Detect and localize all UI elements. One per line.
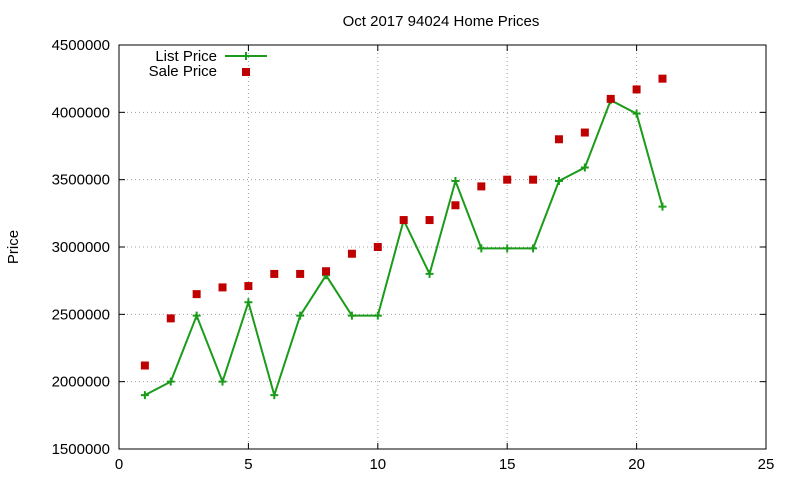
sale-price-point (580, 128, 589, 137)
list-price-point (451, 177, 460, 186)
y-tick-label: 2000000 (52, 374, 110, 391)
sale-price-point (140, 361, 149, 370)
plot-frame (118, 44, 767, 450)
list-price-point (580, 163, 589, 172)
list-price-point (554, 177, 563, 186)
sale-price-point (554, 135, 563, 144)
y-tick-label: 1500000 (52, 441, 110, 458)
list-price-line (144, 98, 664, 399)
sale-price-point (244, 282, 253, 291)
list-price-point (658, 202, 667, 211)
x-tick-label: 20 (628, 456, 645, 473)
legend-marker-list-price (242, 52, 250, 60)
list-price-point (632, 109, 641, 118)
grid (119, 45, 766, 449)
sale-price-point (192, 290, 201, 299)
sale-price-point (451, 201, 460, 210)
list-price-point (166, 377, 175, 386)
series (140, 74, 667, 400)
sale-price-point (322, 267, 331, 276)
y-axis-label: Price (5, 230, 22, 264)
sale-price-point (606, 94, 615, 103)
legend-marker-sale-price (242, 68, 250, 76)
sale-price-point (503, 175, 512, 184)
list-price-point (503, 244, 512, 253)
y-tick-label: 3000000 (52, 239, 110, 256)
sale-price-point (477, 182, 486, 191)
x-tick-label: 5 (244, 456, 252, 473)
legend: List Price Sale Price (149, 48, 267, 80)
sale-price-point (347, 249, 356, 258)
list-price-point (296, 311, 305, 320)
sale-price-point (632, 85, 641, 94)
x-tick-label: 15 (499, 456, 516, 473)
sale-price-point (529, 175, 538, 184)
x-tick-label: 25 (758, 456, 775, 473)
list-price-point (373, 311, 382, 320)
list-price-point (218, 377, 227, 386)
list-price-point (347, 311, 356, 320)
sale-price-point (373, 243, 382, 251)
x-tick-label: 0 (115, 456, 123, 473)
list-price-point (270, 391, 279, 400)
chart-title: Oct 2017 94024 Home Prices (343, 13, 540, 30)
sale-price-point (270, 269, 279, 278)
sale-price-point (218, 283, 227, 292)
sale-price-point (296, 269, 305, 278)
list-price-point (477, 244, 486, 253)
sale-price-point (425, 216, 434, 225)
axis-ticks (118, 44, 767, 450)
list-price-point (192, 311, 201, 320)
y-tick-label: 4000000 (52, 104, 110, 121)
list-price-point (529, 244, 538, 253)
list-price-point (244, 298, 253, 307)
list-price-point (425, 269, 434, 278)
y-tick-label: 2500000 (52, 306, 110, 323)
sale-price-point (399, 216, 408, 225)
sale-price-point (658, 74, 667, 83)
sale-price-point (166, 314, 175, 323)
y-tick-label: 4500000 (52, 37, 110, 54)
legend-label-sale-price: Sale Price (149, 63, 217, 80)
list-price-point (140, 391, 149, 400)
tick-labels: 0 5 10 15 20 25 1500000 2000000 2500000 3000000 35… (52, 37, 775, 473)
legend-label-list-price: List Price (155, 48, 217, 65)
x-tick-label: 10 (369, 456, 386, 473)
y-tick-label: 3500000 (52, 172, 110, 189)
